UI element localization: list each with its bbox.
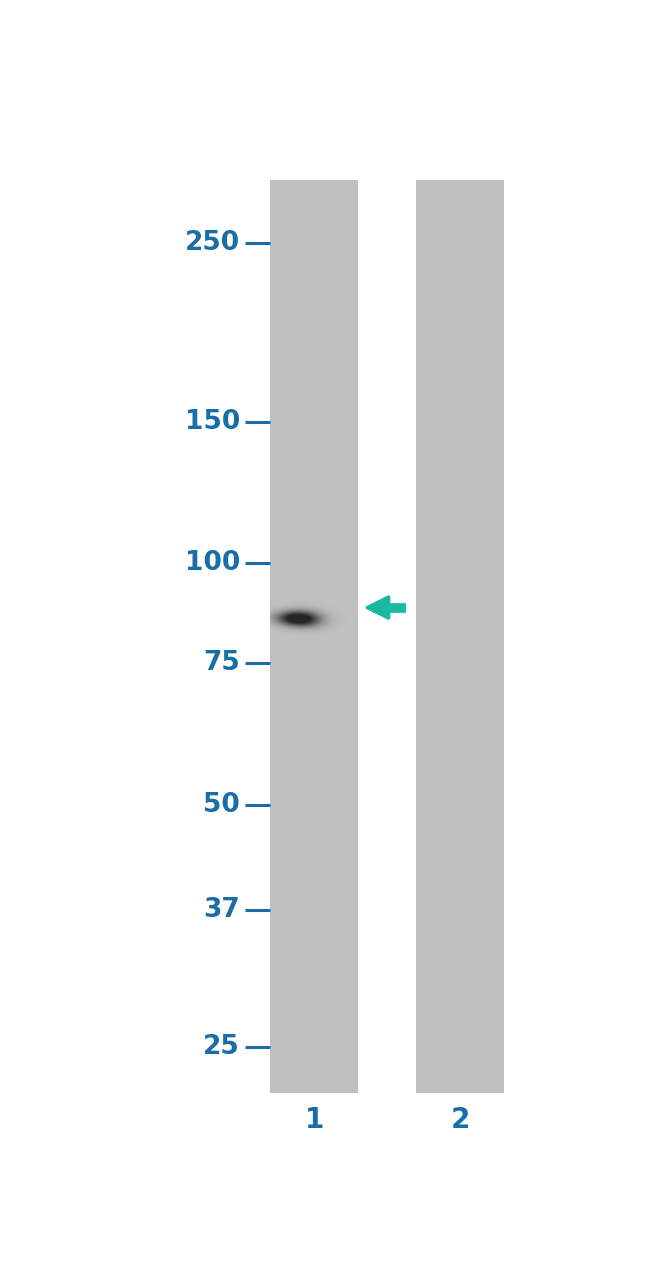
Text: 2: 2 — [450, 1106, 470, 1134]
Text: 150: 150 — [185, 409, 240, 434]
Text: 25: 25 — [203, 1034, 240, 1059]
Bar — [270, 180, 358, 1093]
Text: 75: 75 — [203, 650, 240, 677]
Text: 250: 250 — [185, 230, 240, 257]
Bar — [416, 180, 504, 1093]
Text: 37: 37 — [203, 897, 240, 923]
Text: 1: 1 — [305, 1106, 324, 1134]
Text: 50: 50 — [203, 791, 240, 818]
Text: 100: 100 — [185, 550, 240, 577]
